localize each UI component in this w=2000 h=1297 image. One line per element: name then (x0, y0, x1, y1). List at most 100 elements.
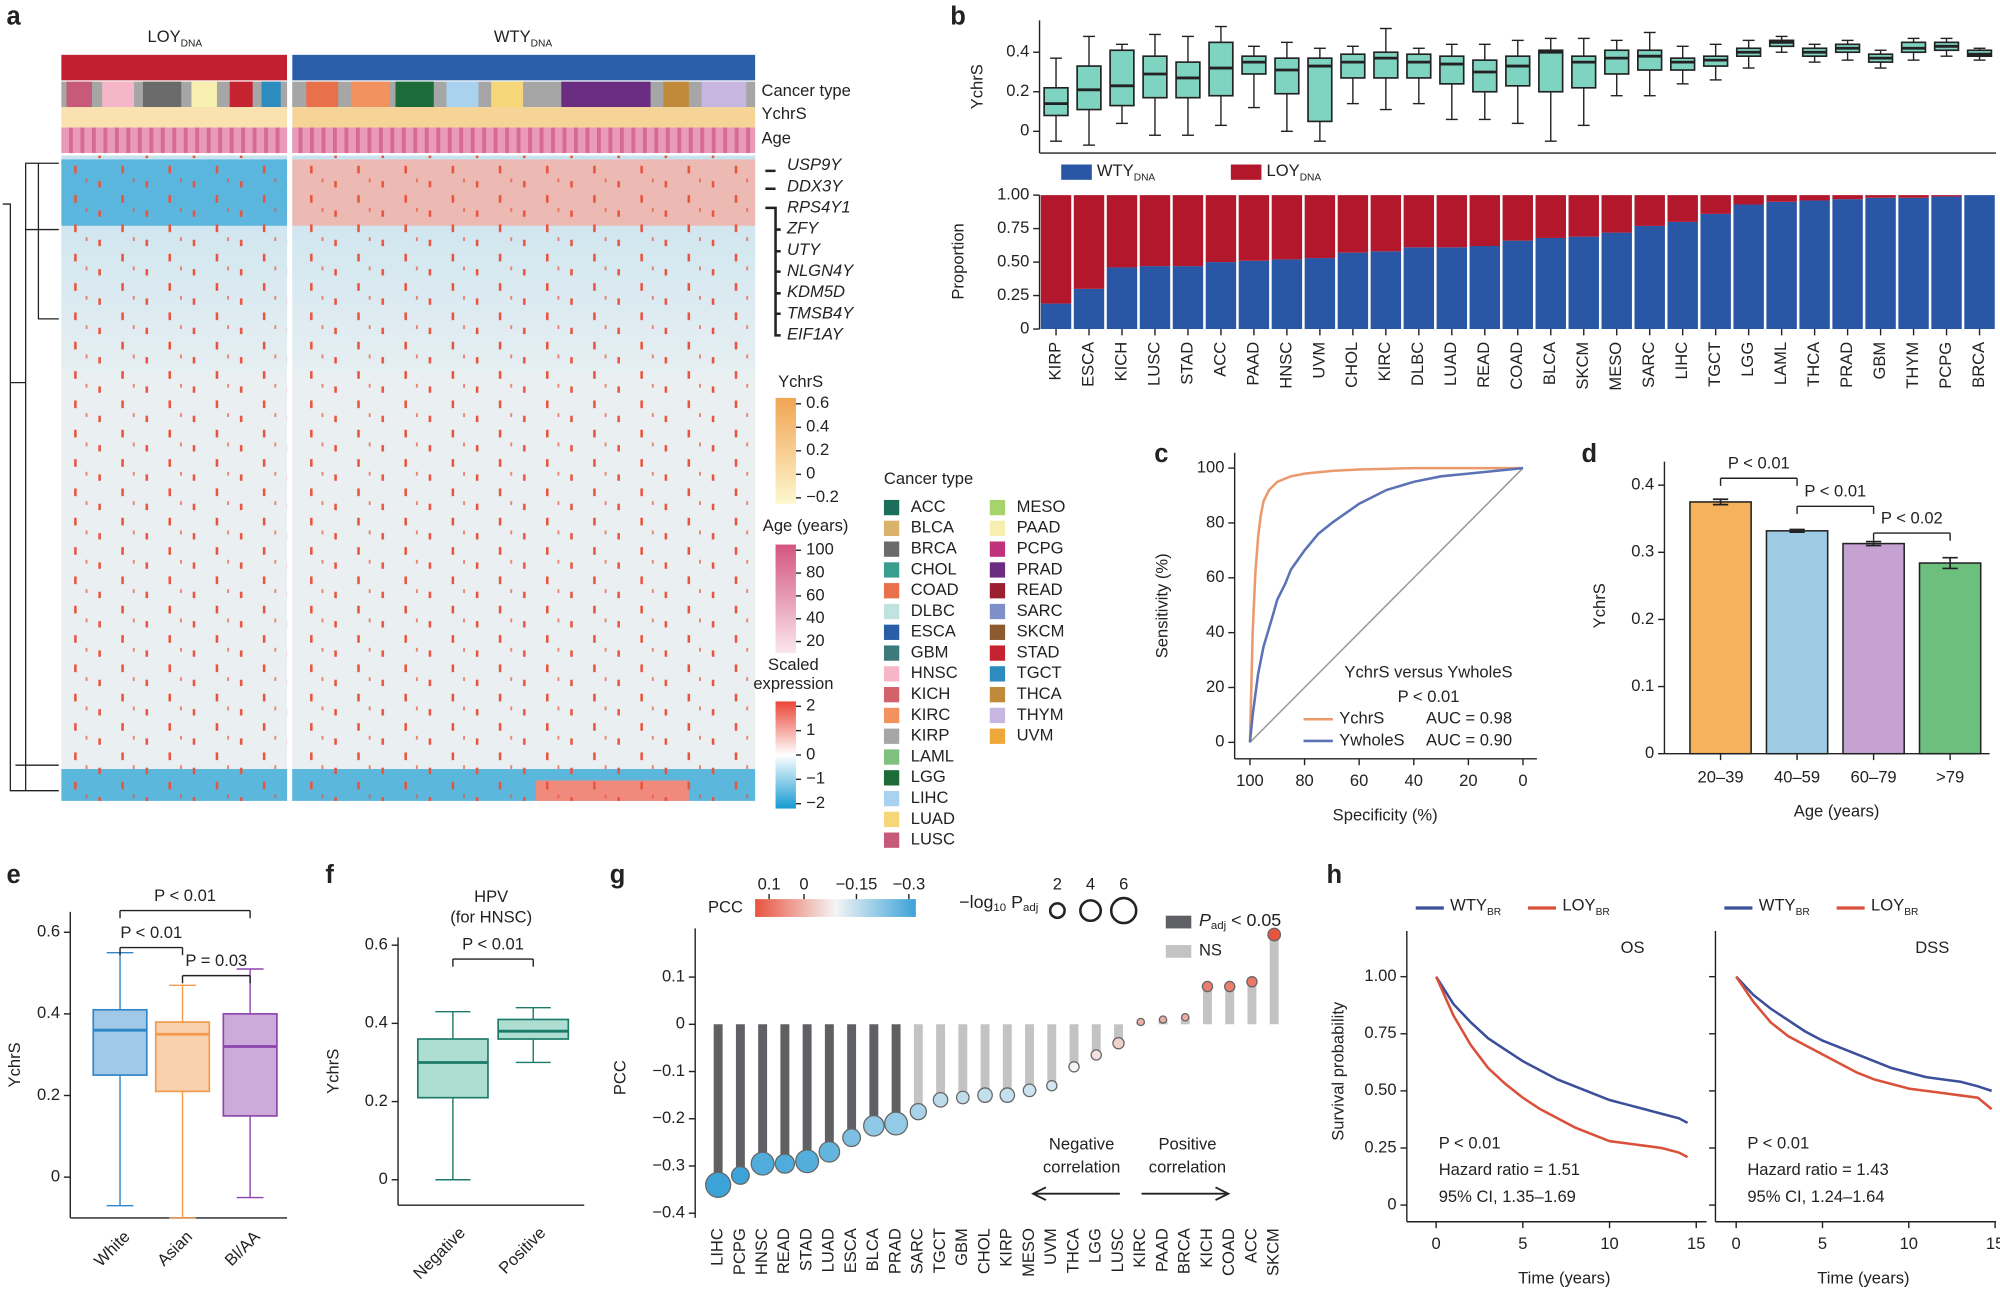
panel-label: d (1582, 440, 1598, 468)
colorbar-tick-label: 80 (806, 562, 824, 581)
bar-segment (1733, 204, 1764, 330)
annotation: P < 0.01 (1747, 1133, 1809, 1152)
group-label-sub: DNA (181, 38, 203, 49)
size-legend-title: −log10 Padj (959, 892, 1038, 914)
y-tick-label: 0 (1020, 121, 1029, 140)
x-tick-label: THCA (1063, 1227, 1082, 1273)
y-tick-label: 0.25 (997, 285, 1029, 304)
legend-swatch (989, 562, 1006, 578)
bar-segment (1106, 195, 1138, 268)
legend-swatch (989, 728, 1006, 744)
x-tick-label: TGCT (930, 1228, 949, 1273)
legend-label-main: LOY (1871, 896, 1904, 915)
y-tick-label: 0 (379, 1169, 388, 1188)
x-tick-label: 15 (1687, 1234, 1705, 1253)
legend-label-sub: BR (1487, 907, 1501, 918)
legend-swatch (883, 499, 900, 516)
bar-segment (1667, 195, 1698, 222)
legend-swatch (883, 749, 900, 765)
y-tick-label: 0.75 (1364, 1023, 1396, 1042)
x-tick-label: 5 (1518, 1234, 1527, 1253)
y-axis-label: YchrS (968, 64, 987, 109)
x-tick-label: HNSC (752, 1228, 771, 1275)
bar-segment (1799, 200, 1830, 330)
y-tick-label: 20 (1206, 677, 1224, 696)
legend-label: BLCA (911, 518, 955, 537)
bar-segment (1040, 303, 1072, 330)
y-tick-label: 0.3 (1631, 542, 1654, 561)
box (92, 1008, 148, 1076)
box (1637, 49, 1663, 71)
legend-swatch (883, 770, 900, 786)
chart-title: (for HNSC) (450, 908, 532, 927)
chart-title: HPV (474, 887, 508, 906)
bar-segment (1403, 195, 1435, 248)
bar-segment (1139, 195, 1171, 267)
bar-segment (1238, 195, 1270, 261)
size-legend-circle (1109, 896, 1138, 925)
bar-segment (1634, 195, 1665, 226)
track-label: Cancer type (762, 81, 851, 100)
bar-segment (1271, 195, 1303, 260)
colorbar-tick-label: −1 (806, 769, 825, 788)
y-tick-label: 0.6 (365, 935, 388, 954)
bar-segment (1304, 258, 1336, 330)
colorbar (755, 899, 916, 917)
legend-label-main: WTY (1097, 162, 1134, 181)
x-tick-label: 80 (1295, 771, 1313, 790)
x-tick-label: PCPG (1936, 342, 1955, 389)
point (1112, 1036, 1125, 1050)
x-tick-label: READ (1474, 342, 1493, 388)
x-tick-label: 20 (1459, 771, 1477, 790)
size-legend-label: 4 (1086, 874, 1095, 893)
x-tick-label: 40 (1405, 771, 1423, 790)
bar-segment (1436, 247, 1468, 330)
reference-line (1249, 467, 1524, 743)
y-axis-label: Sensitivity (%) (1153, 553, 1172, 658)
x-tick-label: KICH (1111, 342, 1130, 382)
box (1571, 55, 1597, 89)
bar-segment (1370, 251, 1402, 330)
x-tick-label: COAD (1507, 342, 1526, 390)
gene-label: NLGN4Y (787, 261, 855, 280)
y-tick-label: −0.4 (652, 1203, 685, 1222)
error-bar (1789, 528, 1805, 533)
legend-label: UVM (1017, 726, 1054, 745)
x-tick-label: BLCA (863, 1227, 882, 1271)
bar-segment (1106, 267, 1138, 330)
y-axis-label: YchrS (5, 1042, 24, 1087)
legend-swatch (883, 790, 900, 807)
bar-segment (1700, 195, 1731, 214)
y-tick-label: 40 (1206, 622, 1224, 641)
group-label-main: WTY (494, 28, 531, 47)
point (795, 1149, 820, 1174)
y-tick-label: 0.4 (365, 1013, 388, 1032)
annotation: YchrS versus YwholeS (1344, 663, 1512, 682)
gene-label: RPS4Y1 (787, 198, 851, 217)
error-bar (1942, 556, 1958, 570)
legend-label-main: LOY (1562, 896, 1595, 915)
bar-segment (1568, 195, 1599, 237)
legend-swatch (883, 832, 900, 848)
error-bar (1865, 540, 1882, 547)
bar-segment (1535, 195, 1566, 238)
survival-curve (1735, 975, 1993, 1111)
bar-segment (1865, 197, 1896, 330)
panel-label: f (325, 861, 334, 889)
bar (1689, 501, 1752, 755)
x-tick-label: LAML (1771, 342, 1790, 385)
legend-label: PRAD (1017, 559, 1063, 578)
legend-label: LOYBR (1871, 896, 1918, 917)
point (1223, 980, 1236, 993)
box (1439, 55, 1465, 85)
bar-segment (1568, 236, 1599, 330)
y-tick-label: 0.2 (37, 1085, 60, 1104)
colorbar-title: expression (753, 674, 833, 693)
legend-swatch (883, 541, 900, 557)
significance-label: P = 0.03 (185, 951, 247, 970)
legend-swatch (989, 541, 1006, 557)
legend-label-sub: BR (1596, 907, 1610, 918)
legend-swatch (883, 811, 900, 828)
box (1340, 53, 1366, 79)
